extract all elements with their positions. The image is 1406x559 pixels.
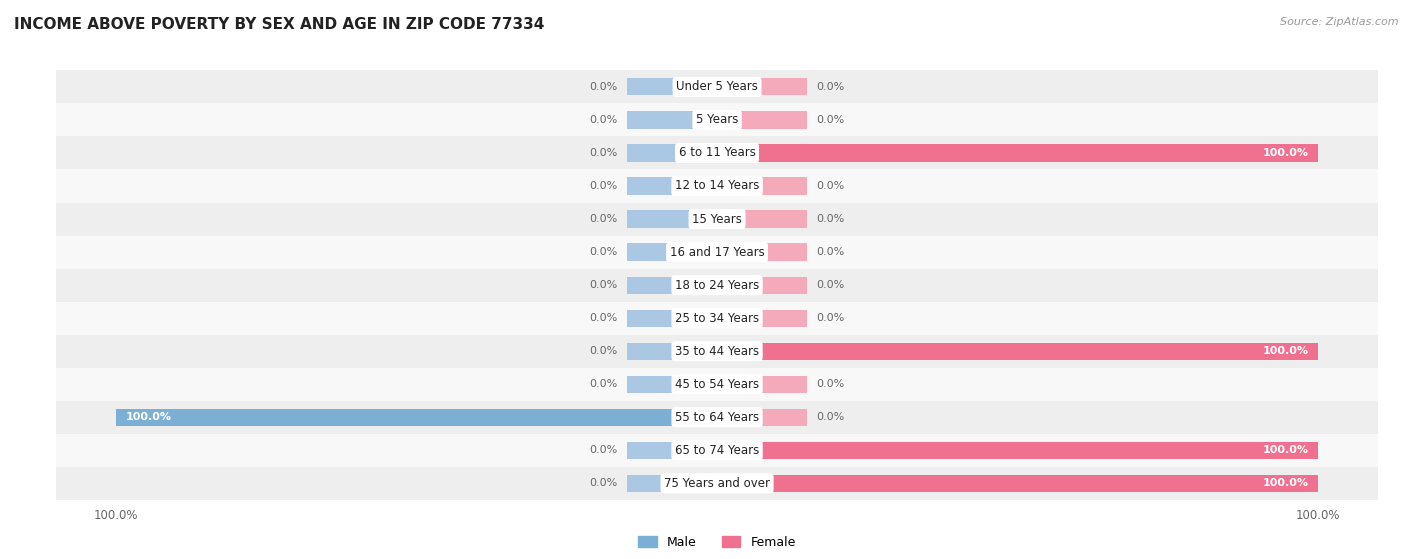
Bar xyxy=(627,144,717,162)
Bar xyxy=(717,409,807,426)
Bar xyxy=(627,376,717,393)
Bar xyxy=(717,78,807,96)
Bar xyxy=(717,277,807,293)
Text: 15 Years: 15 Years xyxy=(692,212,742,225)
Bar xyxy=(717,343,1317,360)
Bar xyxy=(56,136,1378,169)
Bar xyxy=(627,210,717,228)
Bar xyxy=(56,70,1378,103)
Bar xyxy=(117,409,717,426)
Text: INCOME ABOVE POVERTY BY SEX AND AGE IN ZIP CODE 77334: INCOME ABOVE POVERTY BY SEX AND AGE IN Z… xyxy=(14,17,544,32)
Bar xyxy=(627,310,717,326)
Bar xyxy=(56,268,1378,302)
Bar xyxy=(717,144,1317,162)
Text: Under 5 Years: Under 5 Years xyxy=(676,80,758,93)
Text: 0.0%: 0.0% xyxy=(815,82,845,92)
Text: 0.0%: 0.0% xyxy=(589,115,617,125)
Bar xyxy=(56,103,1378,136)
Text: 0.0%: 0.0% xyxy=(589,280,617,290)
Bar xyxy=(56,302,1378,335)
Bar xyxy=(717,475,1317,492)
Bar xyxy=(56,235,1378,268)
Text: 18 to 24 Years: 18 to 24 Years xyxy=(675,278,759,292)
Text: 100.0%: 100.0% xyxy=(1263,446,1309,455)
Text: 0.0%: 0.0% xyxy=(589,313,617,323)
Text: 100.0%: 100.0% xyxy=(1263,148,1309,158)
Bar xyxy=(56,202,1378,235)
Text: 0.0%: 0.0% xyxy=(589,247,617,257)
Text: 0.0%: 0.0% xyxy=(815,412,845,422)
Bar xyxy=(56,434,1378,467)
Text: 0.0%: 0.0% xyxy=(815,313,845,323)
Bar xyxy=(56,467,1378,500)
Text: 35 to 44 Years: 35 to 44 Years xyxy=(675,345,759,358)
Text: 100.0%: 100.0% xyxy=(1263,346,1309,356)
Text: 0.0%: 0.0% xyxy=(589,346,617,356)
Legend: Male, Female: Male, Female xyxy=(638,536,796,549)
Text: 100.0%: 100.0% xyxy=(1263,479,1309,488)
Bar xyxy=(627,111,717,129)
Bar xyxy=(717,111,807,129)
Text: 55 to 64 Years: 55 to 64 Years xyxy=(675,411,759,424)
Bar xyxy=(717,442,1317,459)
Text: Source: ZipAtlas.com: Source: ZipAtlas.com xyxy=(1281,17,1399,27)
Text: 45 to 54 Years: 45 to 54 Years xyxy=(675,378,759,391)
Bar xyxy=(627,177,717,195)
Text: 100.0%: 100.0% xyxy=(125,412,172,422)
Bar xyxy=(627,442,717,459)
Text: 0.0%: 0.0% xyxy=(589,214,617,224)
Text: 0.0%: 0.0% xyxy=(589,148,617,158)
Text: 6 to 11 Years: 6 to 11 Years xyxy=(679,146,755,159)
Text: 0.0%: 0.0% xyxy=(589,379,617,389)
Bar xyxy=(717,310,807,326)
Text: 0.0%: 0.0% xyxy=(815,115,845,125)
Bar xyxy=(717,244,807,260)
Text: 5 Years: 5 Years xyxy=(696,113,738,126)
Text: 65 to 74 Years: 65 to 74 Years xyxy=(675,444,759,457)
Bar xyxy=(56,335,1378,368)
Text: 0.0%: 0.0% xyxy=(589,446,617,455)
Text: 0.0%: 0.0% xyxy=(589,181,617,191)
Text: 25 to 34 Years: 25 to 34 Years xyxy=(675,311,759,325)
Bar xyxy=(627,277,717,293)
Text: 0.0%: 0.0% xyxy=(815,247,845,257)
Bar xyxy=(56,401,1378,434)
Bar xyxy=(627,343,717,360)
Bar xyxy=(56,368,1378,401)
Text: 0.0%: 0.0% xyxy=(589,479,617,488)
Bar xyxy=(717,177,807,195)
Text: 0.0%: 0.0% xyxy=(815,214,845,224)
Bar xyxy=(717,210,807,228)
Text: 0.0%: 0.0% xyxy=(815,181,845,191)
Text: 0.0%: 0.0% xyxy=(589,82,617,92)
Text: 16 and 17 Years: 16 and 17 Years xyxy=(669,245,765,259)
Bar xyxy=(717,376,807,393)
Text: 0.0%: 0.0% xyxy=(815,379,845,389)
Bar xyxy=(56,169,1378,202)
Text: 12 to 14 Years: 12 to 14 Years xyxy=(675,179,759,192)
Bar xyxy=(627,244,717,260)
Text: 75 Years and over: 75 Years and over xyxy=(664,477,770,490)
Bar xyxy=(627,475,717,492)
Bar xyxy=(627,78,717,96)
Text: 0.0%: 0.0% xyxy=(815,280,845,290)
